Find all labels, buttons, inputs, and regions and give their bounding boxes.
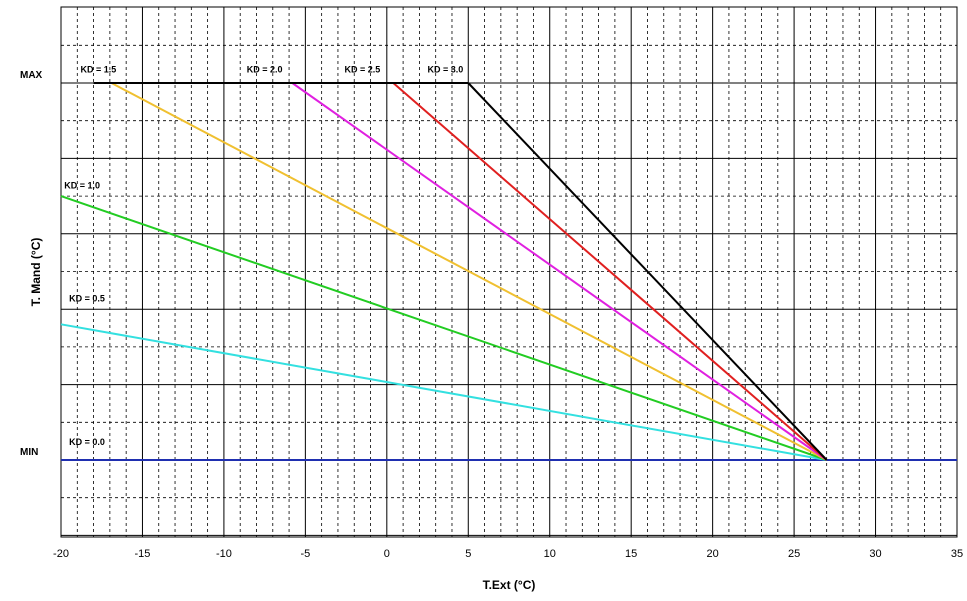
x-tick-label-8: 20 (707, 548, 719, 560)
series-label-6: KD = 3.0 (428, 64, 464, 74)
x-tick-label-5: 5 (465, 548, 471, 560)
series-line-6 (467, 82, 828, 461)
x-tick-label-1: -15 (135, 548, 151, 560)
x-tick-label-7: 15 (625, 548, 637, 560)
x-tick-label-2: -10 (216, 548, 232, 560)
series-label-3: KD = 1.5 (81, 64, 117, 74)
x-axis-title: T.Ext (°C) (483, 578, 536, 592)
series-label-0: KD = 0.0 (69, 437, 105, 447)
x-tick-label-9: 25 (788, 548, 800, 560)
x-tick-label-10: 30 (869, 548, 881, 560)
series-label-1: KD = 0.5 (69, 294, 105, 304)
x-tick-label-3: -5 (300, 548, 310, 560)
series-line-5 (392, 82, 828, 461)
minor-gridlines (61, 7, 957, 537)
series-line-1 (60, 323, 827, 461)
series-layer (60, 82, 957, 461)
x-tick-labels: -20 -15 -10 -5 0 5 10 15 20 25 30 35 (53, 548, 963, 560)
series-line-4 (291, 82, 828, 461)
series-line-3 (111, 82, 828, 461)
y-level-label-1: MIN (20, 447, 38, 458)
x-tick-label-0: -20 (53, 548, 69, 560)
major-gridlines (61, 7, 957, 537)
y-level-label-0: MAX (20, 70, 43, 81)
x-tick-label-11: 35 (951, 548, 963, 560)
x-tick-label-6: 10 (544, 548, 556, 560)
series-label-5: KD = 2.5 (344, 64, 380, 74)
y-level-labels: MAX MIN (20, 70, 43, 458)
series-label-4: KD = 2.0 (247, 64, 283, 74)
series-label-2: KD = 1.0 (64, 181, 100, 191)
plot-frame (60, 6, 958, 538)
series-labels: KD = 0.0 KD = 0.5 KD = 1.0 KD = 1.5 KD = 2.0… (64, 64, 463, 446)
x-tick-label-4: 0 (384, 548, 390, 560)
y-axis-title: T. Mand (°C) (29, 238, 43, 307)
series-line-2 (60, 195, 828, 461)
